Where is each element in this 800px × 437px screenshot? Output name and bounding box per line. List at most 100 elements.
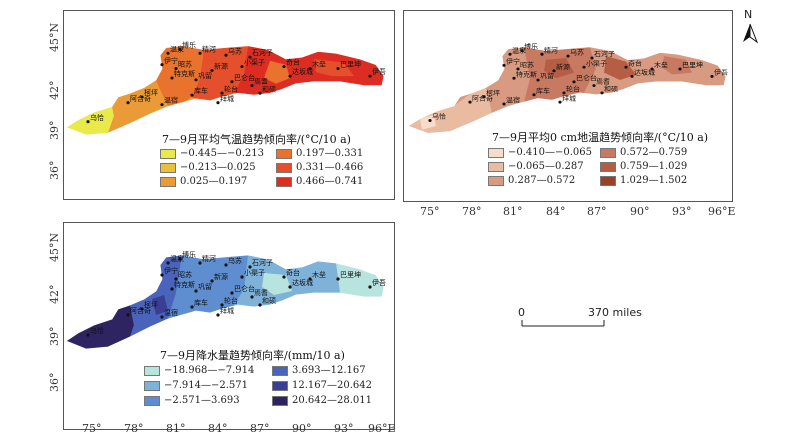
station-dot xyxy=(216,101,220,105)
legend-label: 0.331—0.466 xyxy=(296,162,364,173)
station-label: 巴仑台 xyxy=(234,284,255,293)
station-label: 石河子 xyxy=(252,259,273,267)
station-dot xyxy=(536,78,540,82)
panel-title: 7—9月平均气温趋势倾向率/(°C/10 a) xyxy=(162,133,351,146)
station-label: 小渠子 xyxy=(244,58,265,67)
station-dot xyxy=(240,65,244,69)
legend-swatch xyxy=(144,380,160,391)
station-dot xyxy=(230,80,234,84)
station-label: 巩留 xyxy=(540,71,554,80)
scale-bar-line xyxy=(521,320,605,327)
station-label: 拜城 xyxy=(562,94,576,103)
legend-item: 1.029—1.502 xyxy=(600,175,687,186)
station-label: 精河 xyxy=(202,45,216,54)
station-label: 伊吾 xyxy=(714,68,728,77)
station-dot xyxy=(190,305,194,309)
x-tick: 84° xyxy=(546,205,566,218)
station-label: 轮台 xyxy=(224,84,238,93)
station-dot xyxy=(194,78,198,82)
legend-label: −18.968—−7.914 xyxy=(164,365,255,376)
station-label: 焉耆 xyxy=(254,288,268,297)
color-region xyxy=(152,295,168,315)
legend-swatch xyxy=(600,161,616,172)
station-label: 巴里坤 xyxy=(340,60,361,69)
station-dot xyxy=(160,103,164,107)
legend-label: 3.693—12.167 xyxy=(292,365,366,376)
legend-label: −2.571—3.693 xyxy=(164,395,240,406)
color-region xyxy=(130,255,182,337)
x-tick: 81° xyxy=(503,205,523,218)
x-tick: 75° xyxy=(82,422,102,435)
station-dot xyxy=(210,279,214,283)
x-tick: 78° xyxy=(124,422,144,435)
legend-item: 20.642—28.011 xyxy=(272,395,372,406)
color-region xyxy=(156,45,204,107)
station-label: 轮台 xyxy=(224,296,238,305)
legend-label: 12.167—20.642 xyxy=(292,380,372,391)
station-dot xyxy=(582,65,586,69)
x-tick: 84° xyxy=(208,422,228,435)
station-label: 温泉 xyxy=(512,46,526,55)
legend-label: 20.642—28.011 xyxy=(292,395,372,406)
legend-item: 0.572—0.759 xyxy=(600,147,687,158)
color-region xyxy=(486,46,530,114)
station-label: 精河 xyxy=(544,46,558,55)
station-label: 温泉 xyxy=(170,254,184,263)
legend-swatch xyxy=(272,380,288,391)
station-label: 巴里坤 xyxy=(682,60,703,69)
station-label: 乌恰 xyxy=(90,113,104,122)
station-dot xyxy=(140,307,144,311)
color-region xyxy=(108,79,168,134)
station-label: 拜城 xyxy=(220,94,234,103)
station-dot xyxy=(516,67,520,71)
station-label: 柯坪 xyxy=(144,88,158,97)
station-dot xyxy=(572,80,576,84)
color-region xyxy=(66,106,114,135)
station-label: 乌苏 xyxy=(228,46,242,55)
station-dot xyxy=(482,95,486,99)
station-label: 伊宁 xyxy=(164,56,178,65)
legend-label: 0.759—1.029 xyxy=(620,161,688,172)
station-dot xyxy=(710,74,714,78)
station-dot xyxy=(520,49,524,53)
legend-item: 0.025—0.197 xyxy=(160,176,247,187)
station-label: 伊吾 xyxy=(372,67,386,76)
station-dot xyxy=(502,63,506,67)
north-arrow: N xyxy=(738,8,762,44)
legend-item: −0.445—−0.213 xyxy=(160,148,264,159)
legend-item: −7.914—−2.571 xyxy=(144,380,248,391)
legend-item: −0.410—−0.065 xyxy=(488,147,592,158)
station-label: 新源 xyxy=(214,62,228,71)
scale-bar: 0 370 miles xyxy=(518,306,642,338)
station-label: 乌恰 xyxy=(90,326,104,335)
station-label: 伊吾 xyxy=(372,278,386,287)
station-dot xyxy=(552,69,556,73)
legend-label: −0.410—−0.065 xyxy=(508,147,593,158)
legend-swatch xyxy=(488,147,504,158)
station-dot xyxy=(220,303,224,307)
color-region xyxy=(66,305,134,349)
station-label: 巴里坤 xyxy=(340,270,361,279)
color-region xyxy=(336,263,384,297)
legend-label: 0.025—0.197 xyxy=(180,176,248,187)
station-label: 库车 xyxy=(194,86,208,95)
station-dot xyxy=(126,101,130,105)
station-dot xyxy=(336,277,340,281)
station-label: 和硕 xyxy=(262,84,276,93)
station-dot xyxy=(160,273,164,277)
scale-end: 370 miles xyxy=(588,306,642,319)
station-dot xyxy=(428,119,432,122)
station-dot xyxy=(532,93,536,97)
station-dot xyxy=(558,100,562,104)
station-label: 伊宁 xyxy=(506,57,520,66)
legend-item: 3.693—12.167 xyxy=(272,365,366,376)
x-tick: 87° xyxy=(250,422,270,435)
y-tick: 36° xyxy=(48,372,61,393)
legend-swatch xyxy=(488,161,504,172)
station-label: 昭苏 xyxy=(178,270,192,279)
station-dot xyxy=(512,76,516,80)
station-label: 博乐 xyxy=(182,250,196,259)
station-dot xyxy=(590,56,594,60)
